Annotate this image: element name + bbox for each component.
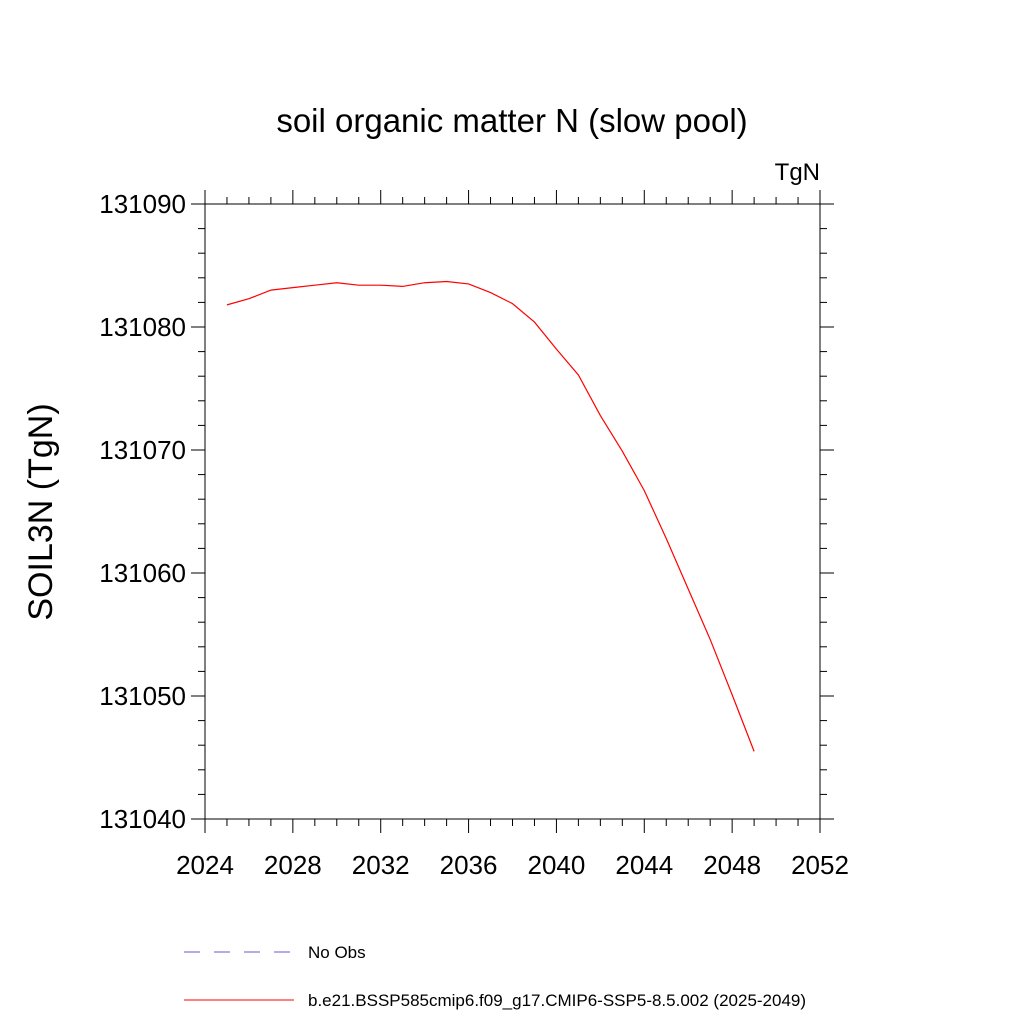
- y-tick-label: 131090: [99, 189, 186, 219]
- legend-label: No Obs: [308, 943, 366, 962]
- units-label: TgN: [775, 159, 820, 186]
- x-tick-label: 2036: [440, 850, 498, 880]
- x-tick-label: 2052: [791, 850, 849, 880]
- x-tick-label: 2040: [528, 850, 586, 880]
- x-tick-label: 2048: [703, 850, 761, 880]
- series-line: [226, 280, 755, 752]
- series-lines: [226, 280, 755, 752]
- y-tick-label: 131060: [99, 558, 186, 588]
- x-tick-labels: 2024 2028 2032 2036 2040 2044 2048 2052: [176, 850, 849, 880]
- x-tick-label: 2024: [176, 850, 234, 880]
- y-tick-label: 131080: [99, 312, 186, 342]
- plot-frame: [204, 203, 821, 820]
- y-axis-label: SOIL3N (TgN): [22, 403, 60, 620]
- legend: No Obs b.e21.BSSP585cmip6.f09_g17.CMIP6-S…: [184, 943, 806, 1010]
- y-tick-label: 131050: [99, 681, 186, 711]
- y-tick-label: 131040: [99, 804, 186, 834]
- x-tick-label: 2032: [352, 850, 410, 880]
- axis-ticks: [191, 190, 834, 833]
- y-tick-label: 131070: [99, 435, 186, 465]
- y-tick-labels: 131040 131050 131060 131070 131080 131090: [99, 189, 186, 834]
- legend-label: b.e21.BSSP585cmip6.f09_g17.CMIP6-SSP5-8.…: [308, 991, 806, 1010]
- x-tick-label: 2028: [264, 850, 322, 880]
- chart-title: soil organic matter N (slow pool): [276, 102, 747, 139]
- x-tick-label: 2044: [615, 850, 673, 880]
